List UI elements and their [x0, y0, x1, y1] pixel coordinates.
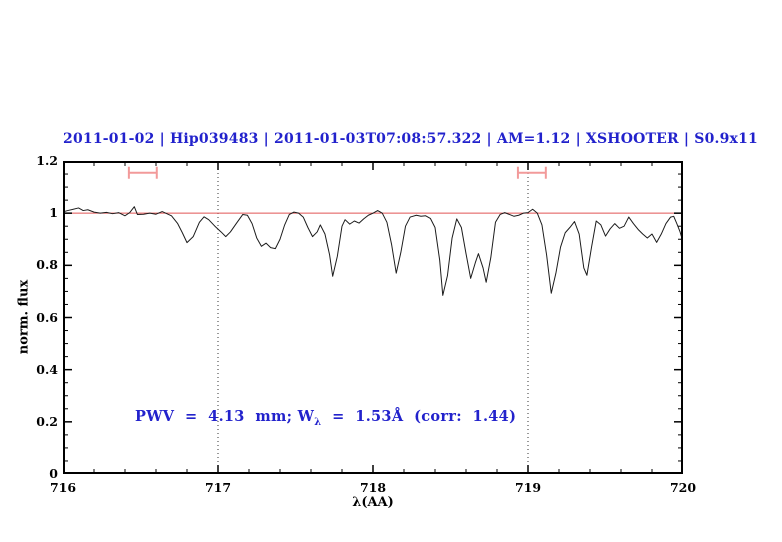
y-tick-label: 0.6: [36, 309, 58, 325]
pwv-annotation-subscript: λ: [314, 416, 322, 428]
plot-title: 2011-01-02 | Hip039483 | 2011-01-03T07:0…: [63, 131, 758, 147]
spectrum-chart: [63, 161, 683, 474]
pwv-annotation: PWV = 4.13 mm; Wλ = 1.53Å (corr: 1.44): [135, 408, 516, 428]
y-tick-label: 1: [49, 205, 58, 221]
pwv-annotation-suffix: = 1.53Å (corr: 1.44): [321, 408, 517, 425]
y-tick-label: 0.4: [36, 361, 58, 377]
x-tick-label: 717: [204, 480, 232, 495]
y-tick-label: 0.8: [36, 257, 58, 273]
plot-area: PWV = 4.13 mm; Wλ = 1.53Å (corr: 1.44): [63, 161, 683, 474]
x-tick-label: 718: [359, 480, 387, 495]
x-tick-label: 716: [49, 480, 77, 495]
y-tick-label: 1.2: [36, 153, 58, 168]
x-axis-title: λ(AA): [352, 495, 394, 510]
spectrum-line: [63, 206, 683, 296]
x-tick-label: 719: [514, 480, 542, 495]
y-tick-label: 0.2: [36, 413, 58, 429]
plot-frame: [63, 161, 683, 474]
y-axis-title: norm. flux: [16, 279, 32, 355]
x-tick-label: 720: [669, 480, 697, 495]
pwv-annotation-text: PWV = 4.13 mm; W: [135, 408, 315, 425]
y-tick-label: 0: [49, 466, 58, 481]
